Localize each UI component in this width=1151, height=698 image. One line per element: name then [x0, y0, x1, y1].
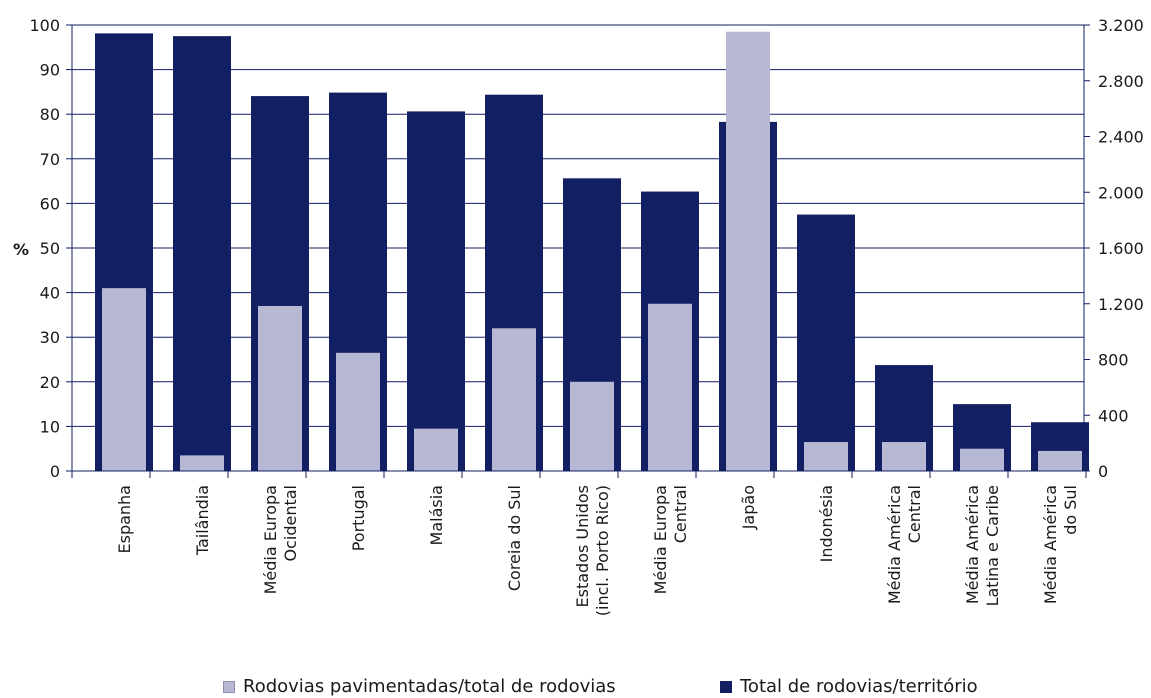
bars — [95, 31, 1089, 472]
bar-paved — [102, 288, 146, 471]
legend-swatch-paved — [223, 680, 235, 693]
x-tick-label: Ocidental — [281, 485, 300, 562]
x-tick-label: Média Europa — [651, 485, 670, 594]
bar-paved — [960, 448, 1004, 471]
x-tick-label: (incl. Porto Rico) — [593, 485, 612, 616]
bar-paved — [336, 352, 380, 471]
bar-paved — [258, 305, 302, 471]
x-tick-label: Portugal — [349, 485, 368, 551]
y2-tick-label: 1.200 — [1098, 295, 1144, 314]
x-tick-label: Espanha — [115, 485, 134, 554]
bar-paved — [726, 31, 770, 471]
x-tick-label: Média América — [1041, 485, 1060, 604]
axes — [66, 24, 1090, 478]
x-tick-label: Média América — [885, 485, 904, 604]
bar-total — [173, 36, 231, 472]
y2-tick-label: 0 — [1098, 462, 1108, 481]
y2-tick-label: 1.600 — [1098, 239, 1144, 258]
x-tick-label: Estados Unidos — [573, 485, 592, 607]
bar-paved — [570, 381, 614, 471]
bar-paved — [492, 328, 536, 471]
y-tick-label: 20 — [40, 373, 60, 392]
x-tick-label: Coreia do Sul — [505, 485, 524, 591]
y2-tick-label: 2.400 — [1098, 128, 1144, 147]
x-tick-label: Central — [905, 485, 924, 543]
bar-paved — [414, 428, 458, 471]
bar-paved — [648, 303, 692, 471]
y2-tick-label: 3.200 — [1098, 16, 1144, 35]
y-tick-label: 100 — [29, 16, 60, 35]
x-tick-label: Tailândia — [193, 485, 212, 556]
y-tick-label: 50 — [40, 239, 60, 258]
x-tick-label: do Sul — [1061, 485, 1080, 535]
y2-tick-label: 2.800 — [1098, 72, 1144, 91]
bar-paved — [882, 442, 926, 471]
x-tick-label: Indonésia — [817, 485, 836, 562]
y2-tick-label: 2.000 — [1098, 183, 1144, 202]
x-tick-label: Japão — [739, 485, 758, 530]
y2-tick-label: 400 — [1098, 406, 1129, 425]
y-tick-label: 60 — [40, 194, 60, 213]
legend-item-paved: Rodovias pavimentadas/total de rodovias — [223, 676, 616, 697]
y-tick-label: 70 — [40, 150, 60, 169]
y-tick-label: 30 — [40, 328, 60, 347]
legend-label-paved: Rodovias pavimentadas/total de rodovias — [243, 676, 616, 697]
legend: Rodovias pavimentadas/total de rodovias … — [0, 676, 1151, 698]
bar-paved — [180, 455, 224, 471]
x-tick-label: Média América — [963, 485, 982, 604]
legend-swatch-total — [720, 680, 732, 693]
y-tick-label: 10 — [40, 417, 60, 436]
y-tick-label: 90 — [40, 61, 60, 80]
bar-total — [407, 111, 465, 471]
x-tick-label: Central — [671, 485, 690, 543]
x-tick-label: Latina e Caribe — [983, 485, 1002, 606]
y-tick-label: 80 — [40, 105, 60, 124]
chart: 0 10 20 30 40 50 60 70 80 90 100 0 400 800 1.200 1.600 2… — [13, 16, 1144, 616]
y-axis-label: % — [13, 240, 29, 259]
bar-paved — [1038, 450, 1082, 471]
bar-total — [797, 214, 855, 472]
legend-label-total: Total de rodovias/território — [740, 676, 978, 697]
y-tick-label: 40 — [40, 284, 60, 303]
x-tick-label: Média Europa — [261, 485, 280, 594]
legend-item-total: Total de rodovias/território — [720, 676, 978, 697]
y2-tick-label: 800 — [1098, 351, 1129, 370]
bar-paved — [804, 442, 848, 471]
y-tick-label: 0 — [50, 462, 60, 481]
x-tick-label: Malásia — [427, 485, 446, 545]
tick-labels: 0 10 20 30 40 50 60 70 80 90 100 0 400 800 1.200 1.600 2… — [29, 16, 1143, 616]
